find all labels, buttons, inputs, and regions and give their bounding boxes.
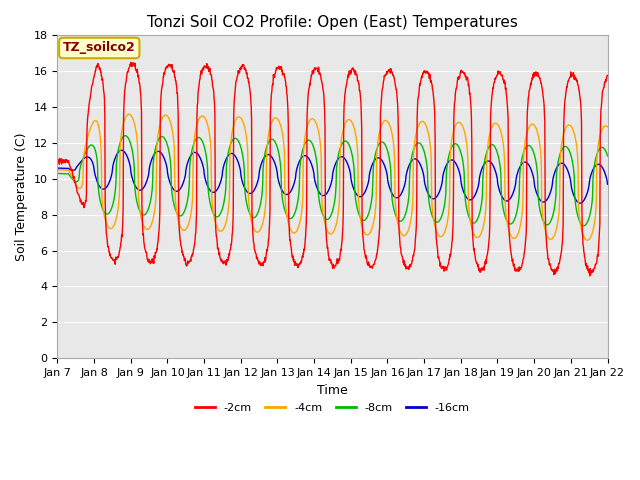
Legend: -2cm, -4cm, -8cm, -16cm: -2cm, -4cm, -8cm, -16cm — [191, 398, 474, 417]
X-axis label: Time: Time — [317, 384, 348, 396]
Y-axis label: Soil Temperature (C): Soil Temperature (C) — [15, 132, 28, 261]
Text: TZ_soilco2: TZ_soilco2 — [63, 41, 136, 54]
Title: Tonzi Soil CO2 Profile: Open (East) Temperatures: Tonzi Soil CO2 Profile: Open (East) Temp… — [147, 15, 518, 30]
